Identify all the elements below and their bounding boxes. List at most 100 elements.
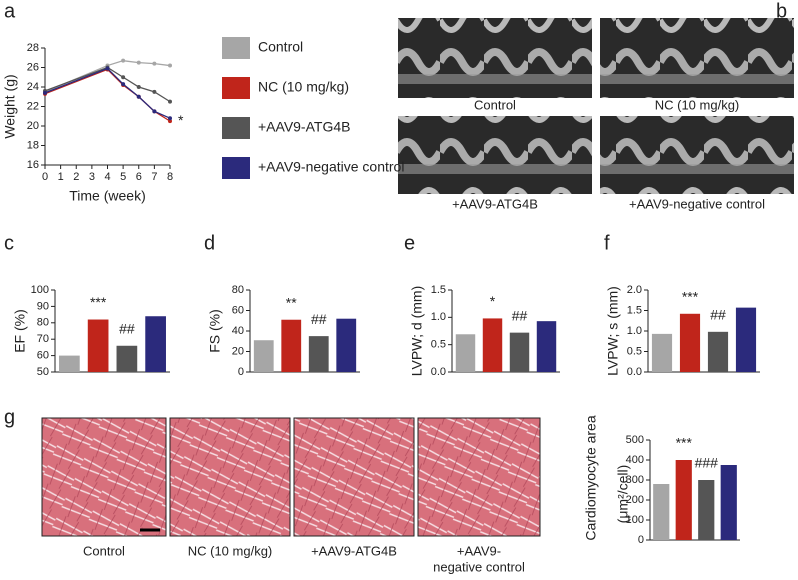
- legend-label: NC (10 mg/kg): [258, 79, 349, 95]
- bar: [675, 460, 692, 540]
- x-tick-label: 3: [89, 171, 95, 183]
- series-point: [168, 99, 172, 104]
- histology-image: [417, 417, 541, 537]
- significance-mark: **: [286, 294, 297, 310]
- significance-mark: ***: [676, 435, 693, 451]
- y-tick-label: 0.5: [431, 339, 446, 351]
- histology-caption: NC (10 mg/kg): [188, 543, 273, 558]
- bar: [735, 307, 757, 372]
- significance-mark: ##: [710, 307, 726, 323]
- y-axis-label: (μm²/cell): [615, 465, 631, 524]
- echo-caption: +AAV9-ATG4B: [452, 196, 538, 211]
- series-line: [44, 68, 171, 122]
- echo-caption: NC (10 mg/kg): [655, 97, 740, 112]
- legend-swatch: [222, 117, 250, 139]
- y-tick-label: 200: [626, 494, 644, 506]
- x-tick-label: 0: [42, 171, 48, 183]
- bar: [87, 319, 109, 372]
- significance-mark: ###: [695, 455, 719, 471]
- panel-label: b: [776, 0, 787, 22]
- y-tick-label: 90: [37, 300, 49, 312]
- y-tick-label: 28: [27, 42, 39, 54]
- y-tick-label: 400: [626, 454, 644, 466]
- y-tick-label: 20: [232, 345, 244, 357]
- significance-mark: *: [490, 293, 496, 309]
- histology-image: [169, 417, 291, 537]
- echo-image: [398, 116, 592, 194]
- panel-label: g: [4, 406, 15, 428]
- panel-label: c: [4, 232, 14, 254]
- bar: [679, 313, 701, 372]
- y-tick-label: 500: [626, 434, 644, 446]
- series-point: [43, 90, 47, 95]
- annotation: *: [178, 112, 184, 128]
- y-tick-label: 80: [37, 317, 49, 329]
- series-point: [121, 75, 126, 80]
- y-tick-label: 60: [232, 304, 244, 316]
- series-line: [44, 67, 171, 119]
- y-tick-label: 24: [27, 81, 39, 93]
- significance-mark: ##: [512, 307, 528, 323]
- bar: [707, 331, 729, 372]
- y-tick-label: 0.5: [627, 345, 642, 357]
- significance-mark: ##: [119, 320, 135, 336]
- histology-image: [41, 417, 167, 537]
- bar: [653, 484, 670, 540]
- bar: [253, 340, 274, 372]
- significance-mark: ***: [682, 288, 699, 304]
- y-tick-label: 22: [27, 100, 39, 112]
- histology-image: [293, 417, 415, 537]
- series-point: [168, 116, 172, 121]
- y-tick-label: 16: [27, 159, 39, 171]
- series-line: [44, 60, 171, 93]
- histology-caption: +AAV9-ATG4B: [311, 543, 397, 558]
- y-tick-label: 60: [37, 350, 49, 362]
- significance-mark: ***: [90, 294, 107, 310]
- echo-image: [600, 18, 794, 98]
- echo-image: [600, 116, 794, 194]
- histology-caption: negative control: [433, 559, 525, 574]
- bar: [509, 332, 530, 372]
- echo-images: [398, 18, 794, 194]
- series-point: [121, 82, 126, 87]
- y-tick-label: 40: [232, 325, 244, 337]
- histology-images: [41, 417, 541, 537]
- series-line: [44, 66, 171, 103]
- x-tick-label: 7: [151, 171, 157, 183]
- series-point: [136, 85, 141, 89]
- x-tick-label: 6: [136, 171, 142, 183]
- y-axis-label: FS (%): [207, 309, 223, 353]
- bar: [482, 318, 503, 372]
- echo-image: [398, 18, 592, 98]
- bar: [59, 355, 80, 372]
- echo-caption: +AAV9-negative control: [629, 196, 765, 211]
- legend-label: Control: [258, 39, 303, 55]
- y-tick-label: 0.0: [431, 366, 446, 378]
- panel-label: e: [404, 232, 415, 254]
- series-point: [152, 109, 157, 114]
- y-axis-label: Weight (g): [2, 74, 18, 138]
- significance-mark: ##: [311, 311, 327, 327]
- bar: [336, 318, 357, 372]
- x-tick-label: 2: [73, 171, 79, 183]
- y-tick-label: 26: [27, 61, 39, 73]
- bar: [536, 321, 557, 372]
- legend-swatch: [222, 157, 250, 179]
- series-point: [168, 63, 172, 68]
- panel-label: a: [4, 0, 16, 22]
- y-axis-label: LVPW; s (mm): [605, 286, 621, 376]
- y-tick-label: 300: [626, 474, 644, 486]
- series-point: [121, 58, 126, 63]
- legend-swatch: [222, 37, 250, 59]
- y-tick-label: 1.5: [431, 284, 446, 296]
- x-tick-label: 5: [120, 171, 126, 183]
- y-tick-label: 100: [626, 514, 644, 526]
- histology-caption: Control: [83, 543, 125, 558]
- series-point: [136, 94, 141, 99]
- y-tick-label: 70: [37, 333, 49, 345]
- y-axis-label: LVPW; d (mm): [409, 286, 425, 377]
- x-axis-label: Time (week): [69, 188, 146, 204]
- y-tick-label: 50: [37, 366, 49, 378]
- bar: [116, 345, 138, 372]
- series-point: [136, 60, 141, 65]
